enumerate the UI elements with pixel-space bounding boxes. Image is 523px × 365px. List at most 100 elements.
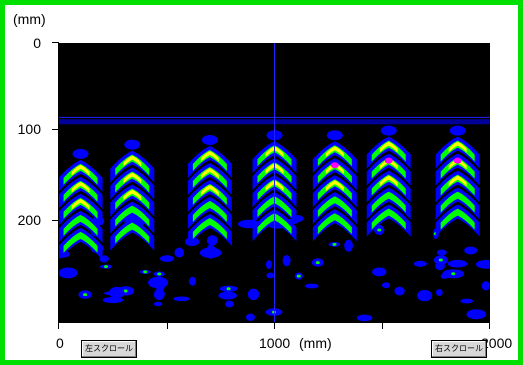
reflection-outer	[435, 153, 480, 186]
reflection-peak	[453, 157, 462, 164]
reflection-outer	[59, 227, 103, 260]
reflection-mid	[115, 222, 150, 244]
radar-scan-window: (mm) 0 100 200 0 1000 (mm) 2000 左スクロール 右…	[5, 5, 518, 360]
reflection-top	[201, 134, 218, 145]
reflection-outer	[252, 141, 297, 174]
noise-blob	[157, 272, 162, 276]
reflection-core	[325, 146, 344, 158]
x-tick-label: 2000	[481, 335, 513, 351]
reflection-peak	[330, 162, 339, 169]
reflection-mid	[371, 208, 406, 230]
reflection-core	[123, 172, 142, 184]
reflection-outer	[435, 187, 480, 220]
noise-blob	[83, 293, 88, 297]
reflection-outer	[312, 158, 357, 191]
y-tick-mark	[52, 220, 58, 221]
noise-blob	[143, 270, 148, 274]
reflection-outer	[187, 145, 232, 178]
noise-blob	[447, 259, 468, 268]
radar-scan-plot[interactable]	[59, 43, 490, 322]
y-tick-mark	[52, 129, 58, 130]
reflection-core	[448, 141, 467, 153]
reflection-outer	[252, 209, 297, 242]
reflection-mid	[440, 208, 475, 230]
reflection-outer	[252, 192, 297, 225]
reflection-outer	[59, 159, 103, 192]
reflection-outer	[187, 162, 232, 195]
reflection-outer	[435, 204, 480, 237]
y-tick-label: 0	[33, 35, 41, 51]
reflection-mid	[440, 191, 475, 213]
x-tick-label: 0	[56, 335, 64, 351]
scroll-left-button[interactable]: 左スクロール	[81, 340, 137, 358]
reflection-core	[200, 184, 219, 196]
noise-blob	[123, 289, 128, 293]
reflection-outer	[366, 204, 411, 237]
reflection-core	[200, 150, 219, 162]
noise-blob	[247, 288, 260, 301]
x-tick-mark	[58, 323, 59, 329]
reflection-core	[71, 164, 90, 176]
noise-blob	[153, 301, 163, 307]
scroll-right-button[interactable]: 右スクロール	[431, 340, 487, 358]
noise-blob	[344, 239, 353, 252]
y-tick-label: 200	[17, 212, 41, 228]
radar-scan-image	[59, 43, 490, 322]
reflection-core	[71, 181, 90, 193]
reflection-outer	[110, 167, 155, 200]
noise-blob	[451, 272, 456, 276]
noise-blob	[413, 260, 427, 267]
reflection-outer	[59, 210, 103, 243]
reflection-core	[123, 155, 142, 167]
reflection-top	[124, 139, 141, 150]
reflection-outer	[110, 218, 155, 251]
noise-blob	[440, 273, 449, 279]
noise-blob	[315, 261, 320, 265]
reflection-core	[325, 180, 344, 192]
reflection-outer	[435, 136, 480, 169]
x-tick-label: 1000	[259, 335, 291, 351]
reflection-outer	[312, 141, 357, 174]
reflection-core	[123, 189, 142, 201]
reflection-outer	[59, 176, 103, 209]
noise-blob	[466, 309, 487, 320]
reflection-outer	[312, 192, 357, 225]
reflection-outer	[366, 153, 411, 186]
noise-blob	[189, 276, 197, 286]
reflection-outer	[252, 158, 297, 191]
noise-blob	[436, 249, 447, 256]
noise-blob	[394, 286, 405, 296]
reflection-outer	[312, 209, 357, 242]
noise-blob	[460, 298, 474, 304]
noise-blob	[481, 281, 490, 291]
reflection-top	[380, 125, 397, 136]
reflection-core	[448, 175, 467, 187]
reflection-mid	[115, 205, 150, 227]
reflection-outer	[110, 201, 155, 234]
reflection-core	[379, 175, 398, 187]
noise-blob	[332, 242, 337, 246]
y-axis-unit: (mm)	[13, 11, 46, 27]
noise-blob	[282, 255, 291, 267]
reflection-outer	[59, 193, 103, 226]
noise-blob	[271, 310, 276, 314]
reflection-mid	[63, 231, 98, 253]
reflection-outer	[366, 187, 411, 220]
noise-blob	[224, 300, 234, 308]
noise-blob	[377, 228, 382, 232]
noise-blob	[372, 267, 387, 277]
noise-blob	[104, 265, 109, 269]
reflection-core	[71, 198, 90, 210]
noise-blob	[266, 272, 275, 279]
y-tick-label: 100	[17, 121, 41, 137]
reflection-outer	[252, 175, 297, 208]
noise-blob	[102, 297, 124, 304]
noise-blob	[109, 286, 125, 299]
noise-blob	[226, 287, 231, 291]
noise-blob	[59, 267, 78, 279]
noise-blob	[381, 282, 391, 289]
noise-blob	[356, 314, 373, 322]
reflection-mid	[371, 191, 406, 213]
reflection-core	[200, 167, 219, 179]
noise-blob	[265, 260, 273, 270]
